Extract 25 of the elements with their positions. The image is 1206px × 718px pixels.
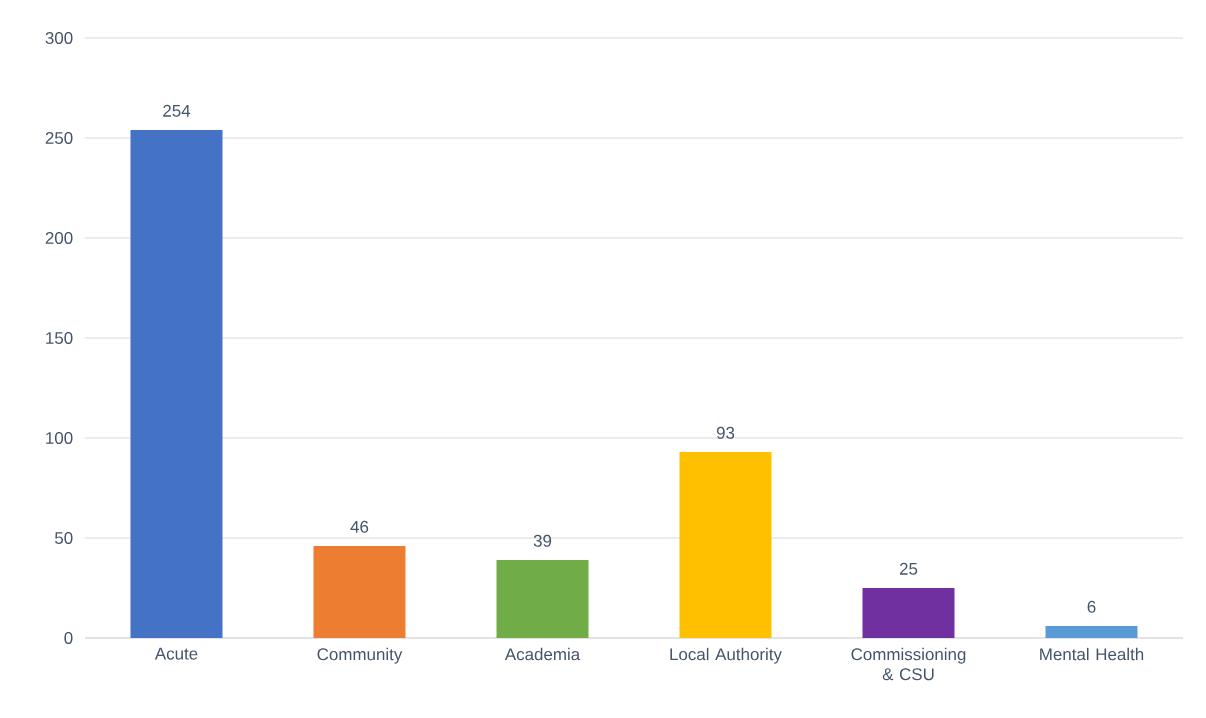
bar [130, 130, 223, 638]
bar [1045, 626, 1138, 638]
x-tick-label: Mental Health [1040, 647, 1144, 661]
y-tick-label: 0 [64, 632, 73, 644]
y-tick-label: 200 [45, 232, 73, 244]
data-label: 39 [533, 534, 552, 547]
bar [679, 452, 772, 638]
data-label: 25 [899, 562, 918, 575]
x-tick-label: Commissioning & CSU [851, 647, 966, 681]
data-label: 46 [350, 520, 369, 533]
x-tick-label: Local Authority [670, 647, 782, 664]
y-tick-label: 50 [54, 532, 73, 544]
y-tick-label: 100 [46, 432, 73, 444]
bar [496, 560, 589, 638]
y-tick-label: 150 [46, 332, 73, 344]
bar [313, 546, 406, 638]
x-tick-label: Acute [154, 647, 198, 660]
data-label: 93 [716, 426, 735, 439]
x-tick-label: Community [317, 647, 403, 664]
x-tick-label: Academia [504, 647, 581, 661]
data-label: 6 [1087, 600, 1096, 613]
data-label: 254 [163, 104, 191, 117]
y-tick-label: 300 [45, 32, 73, 44]
bar [862, 588, 955, 638]
y-tick-label: 250 [45, 132, 73, 144]
